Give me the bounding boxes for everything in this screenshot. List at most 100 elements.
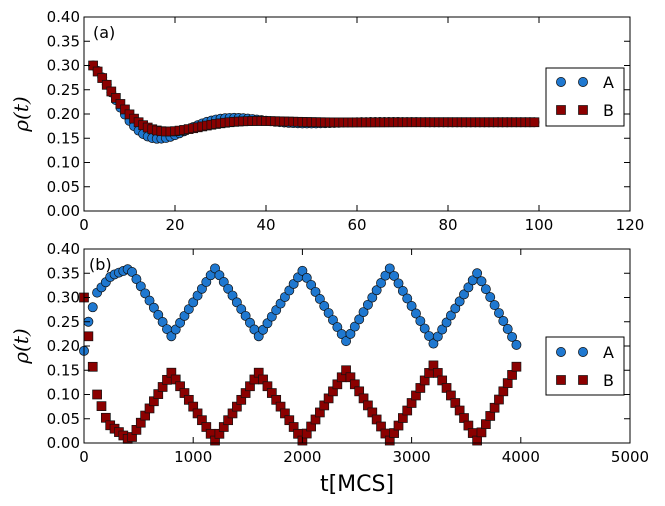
series-a-point: [476, 276, 487, 287]
series-a-point: [397, 286, 408, 296]
y-tick-label: 0.20: [47, 337, 80, 355]
legend-a-marker-4: [578, 105, 588, 115]
series-a-point: [441, 317, 452, 328]
series-b-point: [489, 402, 500, 413]
x-tick-label: 100: [525, 216, 554, 234]
series-a-point: [432, 331, 443, 342]
series-a-point: [437, 324, 448, 335]
series-a-point: [411, 308, 421, 319]
series-b-point: [507, 370, 517, 380]
x-tick-label: 4000: [502, 448, 540, 466]
panel-b-legend: A B: [545, 336, 625, 396]
series-a-point: [328, 315, 338, 326]
x-tick-label: 20: [165, 216, 184, 234]
series-a-point: [502, 324, 513, 334]
series-a-point: [494, 308, 504, 318]
series-b-point: [476, 427, 487, 438]
series-a-point: [148, 302, 159, 313]
series-a-point: [445, 310, 456, 321]
panel-a-label: (a): [93, 23, 115, 42]
series-a-point: [485, 292, 496, 303]
series-b-point: [472, 435, 482, 446]
x-tick-label: 5000: [611, 448, 649, 466]
series-a-point: [454, 296, 465, 307]
series-a-point: [406, 301, 417, 311]
series-a-point: [428, 338, 439, 349]
series-b-point: [92, 389, 102, 400]
legend-a-marker-1: [556, 77, 566, 87]
y-tick-label: 0.15: [47, 361, 80, 379]
legend-b-marker-3: [556, 375, 566, 385]
legend-b-series-a: A: [603, 343, 614, 362]
y-tick-label: 0.35: [47, 264, 80, 282]
y-tick-label: 0.35: [47, 32, 80, 50]
series-a-point: [480, 284, 491, 295]
series-a-point: [419, 323, 430, 334]
panel-b-legend-box: [545, 336, 625, 396]
series-a-point: [358, 307, 369, 317]
series-a-point: [498, 316, 509, 326]
series-a-point: [349, 321, 360, 332]
y-tick-label: 0.30: [47, 289, 80, 307]
series-a-point: [323, 308, 334, 318]
series-a-point: [389, 270, 400, 281]
series-a-point: [314, 294, 325, 304]
y-tick-label: 0.25: [47, 81, 80, 99]
series-b-point: [494, 394, 504, 405]
x-tick-label: 40: [256, 216, 275, 234]
panel-a-legend: A B: [545, 67, 625, 127]
legend-a-marker-2: [578, 77, 588, 87]
y-tick-label: 0.20: [47, 105, 80, 123]
series-a-point: [367, 292, 378, 303]
y-tick-label: 0.30: [47, 57, 80, 75]
series-a-point: [362, 299, 373, 310]
legend-a-series-b: B: [603, 101, 614, 120]
y-tick-label: 0.10: [47, 154, 80, 172]
x-tick-label: 0: [79, 448, 89, 466]
series-a-point: [135, 281, 146, 292]
panel-b: 0 1000 2000 3000 4000 5000 0.00 0.05 0.10 0.15 0.2…: [9, 240, 649, 497]
legend-b-series-b: B: [603, 371, 614, 390]
series-b-point: [87, 361, 98, 372]
series-a-point: [144, 295, 155, 306]
y-tick-label: 0.25: [47, 313, 80, 331]
series-a-point: [332, 322, 343, 333]
series-a-point: [345, 328, 356, 339]
panel-a-ylabel: ρ(t): [9, 96, 33, 132]
series-a-point: [415, 316, 426, 326]
series-a-point: [153, 309, 164, 320]
legend-b-marker-1: [556, 347, 566, 357]
y-tick-label: 0.15: [47, 129, 80, 147]
panel-b-ticks: 0 1000 2000 3000 4000 5000 0.00 0.05 0.10 0.15 0.2…: [47, 240, 650, 466]
series-a-point: [450, 303, 461, 314]
series-a-point: [507, 331, 518, 342]
series-a-point: [301, 272, 312, 283]
series-a-point: [140, 288, 151, 299]
series-a-point: [306, 279, 317, 290]
panel-b-ylabel: ρ(t): [9, 328, 33, 364]
series-a-point: [511, 339, 522, 350]
x-tick-label: 0: [79, 216, 89, 234]
panel-b-xlabel: t[MCS]: [320, 472, 394, 497]
y-tick-label: 0.05: [47, 410, 80, 428]
series-a-point: [371, 285, 382, 296]
x-tick-label: 1000: [174, 448, 212, 466]
series-b-point: [96, 401, 107, 411]
series-a-point: [489, 300, 500, 311]
series-a-point: [297, 265, 308, 276]
panel-a-ticks: 0 20 40 60 80 100 120 0.00 0.05 0.10 0.15 0.20 0.25 0…: [47, 8, 645, 234]
series-a-point: [463, 282, 474, 293]
panel-a: 0 20 40 60 80 100 120 0.00 0.05 0.10 0.15 0.20 0.25 0…: [9, 8, 644, 234]
legend-a-series-a: A: [603, 73, 614, 92]
y-tick-label: 0.00: [47, 202, 80, 220]
series-a-point: [384, 263, 395, 274]
y-tick-label: 0.40: [47, 240, 80, 258]
series-a-point: [341, 336, 352, 347]
series-a-point: [319, 301, 330, 311]
series-a-point: [310, 286, 321, 297]
series-b-point: [83, 331, 94, 342]
series-b-point: [485, 411, 496, 421]
series-b-point: [529, 117, 540, 128]
x-tick-label: 2000: [283, 448, 321, 466]
series-a-point: [157, 317, 168, 327]
